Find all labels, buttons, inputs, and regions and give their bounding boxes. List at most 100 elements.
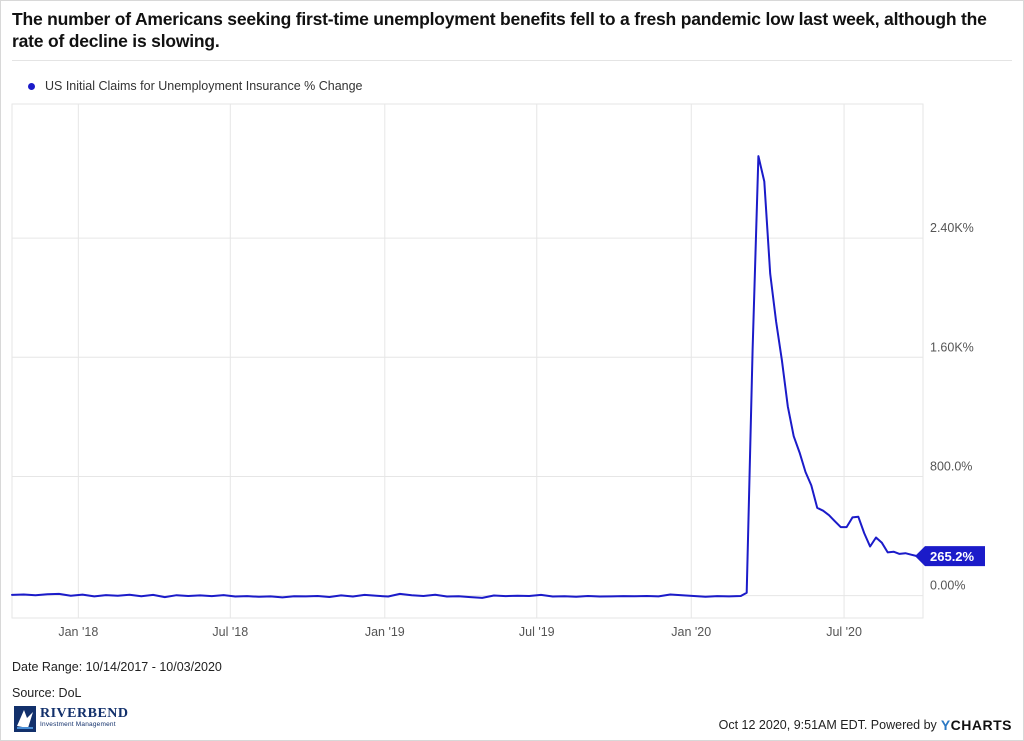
data-point (9, 592, 15, 598)
ycharts-logo-rest: CHARTS (950, 717, 1012, 733)
data-point (679, 592, 685, 598)
data-point (879, 540, 885, 546)
data-point (91, 593, 97, 599)
chart-title: The number of Americans seeking first-ti… (12, 9, 987, 51)
data-point (885, 549, 891, 555)
riverbend-logo-icon (14, 706, 36, 732)
data-point (350, 594, 356, 600)
data-point (514, 593, 520, 599)
x-tick-label: Jul '20 (826, 625, 862, 639)
data-point (656, 593, 662, 599)
x-tick-label: Jan '20 (671, 625, 711, 639)
data-point (779, 357, 785, 363)
data-point (80, 592, 86, 598)
data-point (585, 593, 591, 599)
data-point (491, 593, 497, 599)
x-tick-label: Jan '18 (58, 625, 98, 639)
data-point (174, 592, 180, 598)
data-point (755, 153, 761, 159)
series-layer: 265.2% (9, 153, 985, 601)
data-point (526, 593, 532, 599)
y-tick-label: 0.00% (930, 579, 965, 593)
data-point (902, 550, 908, 556)
data-point (268, 593, 274, 599)
data-point (197, 592, 203, 598)
data-point (597, 594, 603, 600)
data-point (814, 505, 820, 511)
data-point (855, 514, 861, 520)
data-point (256, 594, 262, 600)
data-point (397, 591, 403, 597)
data-point (785, 403, 791, 409)
data-point (444, 594, 450, 600)
data-point (33, 592, 39, 598)
legend-label: US Initial Claims for Unemployment Insur… (45, 79, 363, 93)
data-point (115, 593, 121, 599)
legend[interactable]: US Initial Claims for Unemployment Insur… (28, 79, 363, 93)
grid (11, 103, 924, 619)
data-point (620, 593, 626, 599)
data-point (797, 450, 803, 456)
data-point (162, 594, 168, 600)
data-point (644, 593, 650, 599)
data-point (550, 594, 556, 600)
data-point (750, 347, 756, 353)
data-point (744, 590, 750, 596)
x-tick-label: Jan '19 (365, 625, 405, 639)
data-point (221, 592, 227, 598)
end-value-label: 265.2% (930, 549, 975, 564)
data-point (703, 594, 709, 600)
data-point (68, 593, 74, 599)
timestamp: Oct 12 2020, 9:51AM EDT. Powered by (718, 718, 937, 732)
data-point (432, 592, 438, 598)
timestamp-attribution: Oct 12 2020, 9:51AM EDT. Powered by YCHA… (719, 717, 1012, 733)
end-value-tag (915, 546, 985, 567)
data-point (150, 592, 156, 598)
y-tick-label: 1.60K% (930, 340, 974, 354)
data-point (873, 535, 879, 541)
data-point (632, 593, 638, 599)
data-point (44, 591, 50, 597)
data-point (867, 543, 873, 549)
data-point (896, 551, 902, 557)
data-point (385, 594, 391, 600)
data-point (691, 593, 697, 599)
axis-ticks: Jan '18 Jul '18 Jan '19 Jul '19 Jan '20 Jul '… (58, 221, 973, 639)
x-tick-label: Jul '19 (519, 625, 555, 639)
y-tick-label: 800.0% (930, 459, 972, 473)
data-point (761, 178, 767, 184)
data-point (726, 593, 732, 599)
data-point (362, 592, 368, 598)
riverbend-logo: RIVERBEND Investment Management (14, 704, 134, 734)
data-point (456, 593, 462, 599)
data-point (503, 593, 509, 599)
data-point (561, 593, 567, 599)
data-point (908, 552, 914, 558)
y-tick-label: 2.40K% (930, 221, 974, 235)
data-point (738, 593, 744, 599)
data-point (420, 593, 426, 599)
data-point (315, 593, 321, 599)
ycharts-logo-y: Y (940, 717, 951, 733)
ycharts-logo[interactable]: YCHARTS (941, 717, 1012, 733)
data-point (891, 549, 897, 555)
plot-area-border (11, 103, 924, 619)
data-point (573, 594, 579, 600)
data-point (326, 594, 332, 600)
data-point (479, 595, 485, 601)
logo-name: RIVERBEND (40, 706, 129, 721)
data-point (409, 592, 415, 598)
title-divider (12, 60, 1012, 61)
data-point (714, 593, 720, 599)
data-point (127, 592, 133, 598)
data-point (802, 469, 808, 475)
x-tick-label: Jul '18 (212, 625, 248, 639)
data-point (608, 593, 614, 599)
data-point (538, 592, 544, 598)
data-point (767, 271, 773, 277)
data-point (21, 591, 27, 597)
data-point (849, 514, 855, 520)
data-point (103, 592, 109, 598)
data-point (667, 591, 673, 597)
